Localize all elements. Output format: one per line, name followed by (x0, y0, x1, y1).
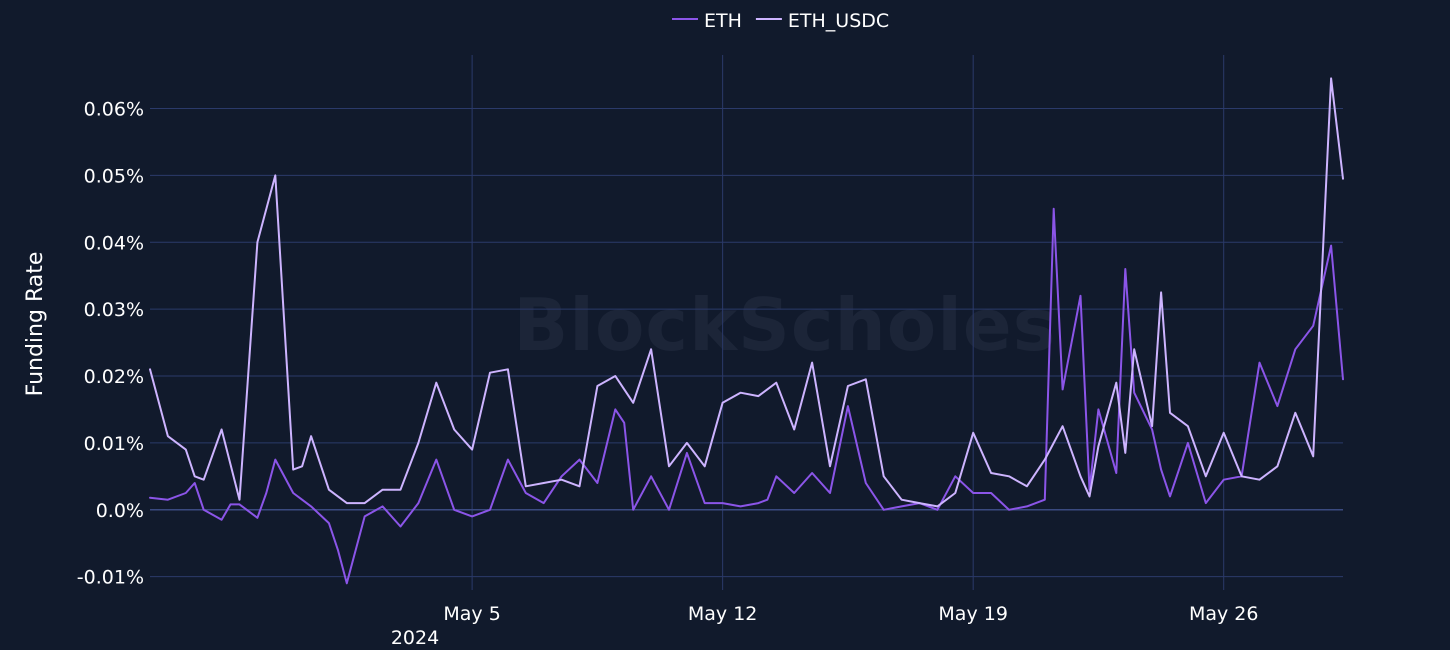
x-tick-label: May 19 (938, 603, 1008, 625)
x-gridlines (471, 55, 1225, 590)
y-tick-label: 0.06% (84, 99, 144, 121)
x-tick-labels: May 5 May 12 May 19 May 26 (443, 603, 1258, 625)
x-tick-label: May 5 (443, 603, 500, 625)
watermark: BlockScholes (513, 283, 1056, 367)
y-tick-label: 0.01% (84, 433, 144, 455)
y-tick-label: 0.04% (84, 232, 144, 254)
y-tick-label: -0.01% (77, 567, 144, 589)
legend-label-eth-usdc: ETH_USDC (788, 10, 889, 32)
y-axis-title: Funding Rate (23, 252, 48, 397)
series-line-eth-usdc (149, 77, 1344, 508)
legend-label-eth: ETH (704, 10, 742, 32)
legend[interactable]: ETH ETH_USDC (672, 10, 889, 32)
y-tick-label: 0.0% (96, 500, 144, 522)
y-tick-labels: -0.01% 0.0% 0.01% 0.02% 0.03% 0.04% 0.05% 0.06% (77, 99, 144, 589)
x-tick-label: May 26 (1189, 603, 1259, 625)
y-tick-label: 0.03% (84, 299, 144, 321)
y-tick-label: 0.05% (84, 165, 144, 187)
y-tick-label: 0.02% (84, 366, 144, 388)
y-gridlines (150, 108, 1343, 578)
x-year-label: 2024 (391, 627, 439, 649)
series-layer (149, 77, 1344, 585)
series-line-eth (149, 207, 1344, 585)
x-tick-label: May 12 (688, 603, 758, 625)
